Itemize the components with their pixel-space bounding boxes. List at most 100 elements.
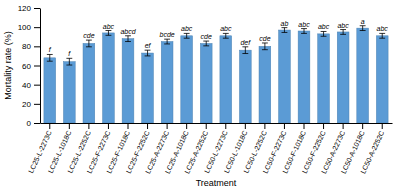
- y-tick: 120: [18, 4, 40, 13]
- bar: [259, 46, 271, 123]
- x-tick-mark: [284, 123, 285, 129]
- bar: [63, 62, 75, 123]
- error-bar: [282, 28, 288, 33]
- error-bar: [125, 36, 131, 42]
- annotation: abc: [318, 23, 330, 30]
- annotation: bcde: [160, 31, 175, 38]
- x-axis-line: [41, 123, 393, 124]
- annotation: def: [240, 39, 251, 46]
- x-tick-mark: [186, 123, 187, 129]
- x-tick-mark: [362, 123, 363, 129]
- bar: [103, 33, 115, 123]
- x-axis: LC25-L-2273CLC25-L-1018CLC25-L-2252CLC25…: [27, 123, 392, 175]
- x-tick-mark: [382, 123, 383, 129]
- annotation: f: [49, 46, 52, 53]
- y-tick: 40: [22, 81, 40, 90]
- y-tick-mark: [34, 8, 40, 9]
- y-tick-mark: [34, 104, 40, 105]
- annotation: cde: [201, 33, 212, 40]
- y-tick: 20: [22, 100, 40, 109]
- x-tick-mark: [323, 123, 324, 129]
- annotation: ab: [281, 20, 289, 27]
- error-bar: [301, 29, 307, 34]
- error-bar: [262, 43, 268, 50]
- x-tick-mark: [128, 123, 129, 129]
- y-tick-label: 100: [18, 23, 32, 32]
- y-tick-mark: [34, 66, 40, 67]
- x-tick-mark: [167, 123, 168, 129]
- bar: [161, 42, 173, 123]
- annotation: ef: [145, 42, 152, 49]
- x-tick-mark: [225, 123, 226, 129]
- y-tick-mark: [34, 85, 40, 86]
- bar: [181, 36, 193, 123]
- annotation: abcd: [120, 28, 136, 35]
- x-tick-mark: [206, 123, 207, 129]
- y-tick-label: 20: [22, 100, 31, 109]
- bar: [220, 36, 232, 123]
- error-bar: [86, 40, 92, 47]
- y-tick-label: 120: [18, 4, 32, 13]
- error-bar: [47, 54, 53, 61]
- bar: [337, 32, 349, 123]
- x-tick-mark: [304, 123, 305, 129]
- error-bar: [66, 58, 72, 65]
- annotation: abc: [103, 23, 115, 30]
- x-tick-mark: [147, 123, 148, 129]
- x-tick-mark: [69, 123, 70, 129]
- error-bar: [223, 33, 229, 38]
- error-bar: [164, 39, 170, 44]
- error-bar: [203, 41, 209, 46]
- y-tick: 80: [22, 42, 40, 51]
- bar: [318, 34, 330, 123]
- error-bar: [340, 30, 346, 35]
- x-tick-label: LC50-A-2252C: [359, 129, 385, 174]
- annotation: a: [361, 18, 365, 25]
- error-bar: [184, 33, 190, 38]
- x-tick-mark: [264, 123, 265, 129]
- plot-area: 0 20 40 60 80 100 120 LC25-L-2273CLC25-L-1018CL…: [18, 4, 393, 175]
- bar: [200, 43, 212, 123]
- annotation: abc: [377, 25, 389, 32]
- annotation: cde: [259, 35, 270, 42]
- bar: [376, 36, 388, 123]
- y-tick-label: 40: [22, 81, 31, 90]
- annotation: abc: [337, 22, 349, 29]
- error-bar: [379, 33, 385, 38]
- error-bar: [321, 31, 327, 36]
- error-bar: [242, 47, 248, 54]
- x-axis-title: Treatment: [196, 178, 237, 188]
- y-tick-mark: [34, 46, 40, 47]
- y-axis-line: [40, 9, 41, 124]
- y-tick-label: 0: [27, 119, 32, 128]
- error-bar: [145, 50, 151, 56]
- y-tick-label: 60: [22, 62, 31, 71]
- bar: [122, 39, 134, 123]
- x-tick-mark: [88, 123, 89, 129]
- annotation: abc: [181, 25, 193, 32]
- y-tick-label: 80: [22, 42, 31, 51]
- x-tick-mark: [49, 123, 50, 129]
- x-tick-mark: [108, 123, 109, 129]
- y-tick: 60: [22, 62, 40, 71]
- annotation: cde: [83, 32, 94, 39]
- annotation: abc: [220, 25, 232, 32]
- x-tick: LC50-A-2252C: [359, 123, 385, 175]
- x-tick-mark: [343, 123, 344, 129]
- marks: [44, 26, 388, 123]
- bar: [142, 53, 154, 123]
- y-axis: 0 20 40 60 80 100 120: [18, 4, 41, 128]
- bar: [279, 30, 291, 123]
- error-bar: [106, 31, 112, 36]
- y-axis-title: Mortality rate (%): [3, 31, 13, 100]
- bar: [357, 28, 369, 123]
- y-tick-mark: [34, 27, 40, 28]
- bar: [239, 50, 251, 123]
- y-tick: 100: [18, 23, 40, 32]
- bar: [44, 58, 56, 123]
- annotation: f: [68, 50, 71, 57]
- y-tick-mark: [34, 123, 40, 124]
- bar: [298, 31, 310, 123]
- error-bar: [360, 26, 366, 31]
- y-tick: 0: [27, 119, 40, 128]
